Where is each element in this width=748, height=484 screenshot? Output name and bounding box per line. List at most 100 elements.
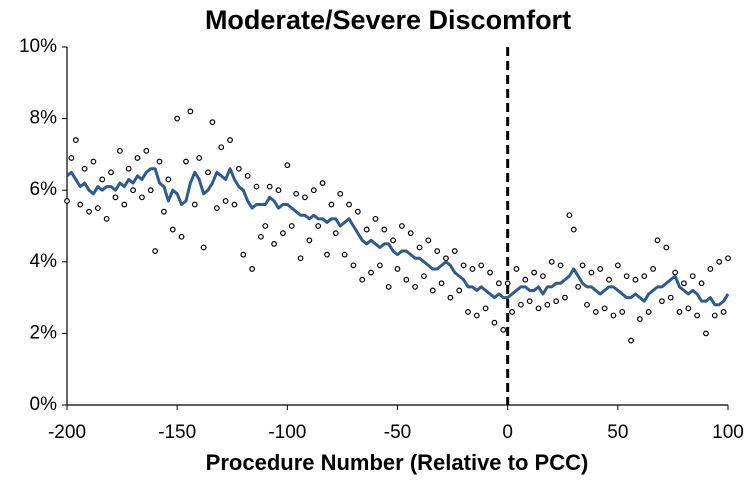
scatter-point <box>460 262 467 269</box>
x-tick-label: 100 <box>712 422 744 443</box>
scatter-point <box>654 237 661 244</box>
scatter-point <box>632 276 639 283</box>
scatter-point <box>183 158 189 165</box>
y-tick-label: 6% <box>30 179 58 200</box>
scatter-point <box>416 244 423 251</box>
scatter-point <box>266 183 273 190</box>
scatter-point <box>390 237 396 244</box>
scatter-point <box>469 266 476 272</box>
scatter-point <box>412 283 419 290</box>
scatter-point <box>711 312 718 319</box>
scatter-point <box>623 273 630 280</box>
scatter-point <box>319 180 326 186</box>
scatter-point <box>570 226 577 233</box>
scatter-point <box>244 172 251 179</box>
scatter-point <box>143 147 150 154</box>
scatter-point <box>381 226 388 233</box>
scatter-point <box>306 237 313 244</box>
scatter-point <box>293 190 300 197</box>
scatter-point <box>169 226 176 233</box>
scatter-point <box>103 215 110 222</box>
scatter-point <box>588 269 595 276</box>
scatter-point <box>557 262 564 269</box>
scatter-point <box>205 169 211 176</box>
scatter-point <box>156 158 163 165</box>
x-tick-label: 0 <box>502 422 513 443</box>
scatter-point <box>579 262 586 269</box>
scatter-point <box>482 305 489 312</box>
x-tick-label: -150 <box>158 422 196 443</box>
scatter-point <box>350 262 357 269</box>
scatter-point <box>526 298 533 305</box>
scatter-point <box>504 280 511 287</box>
scatter-point <box>606 276 612 283</box>
scatter-point <box>86 208 92 215</box>
scatter-point <box>725 255 731 262</box>
scatter-point <box>667 294 674 301</box>
scatter-point <box>610 312 617 319</box>
scatter-point <box>209 119 216 126</box>
scatter-point <box>438 280 445 287</box>
scatter-point <box>191 201 198 208</box>
scatter-point <box>399 223 405 229</box>
scatter-point <box>465 309 471 315</box>
scatter-point <box>407 230 414 237</box>
scatter-point <box>152 248 159 254</box>
scatter-point <box>663 244 670 251</box>
scatter-point <box>288 223 295 229</box>
scatter-point <box>495 280 502 287</box>
scatter-point <box>487 269 493 276</box>
scatter-point <box>196 155 203 161</box>
scatter-point <box>112 194 119 201</box>
scatter-point <box>421 273 427 280</box>
scatter-point <box>359 276 366 283</box>
scatter-point <box>676 309 683 315</box>
scatter-point <box>403 276 410 283</box>
scatter-point <box>636 316 643 322</box>
scatter-point <box>134 155 141 161</box>
scatter-point <box>90 158 97 165</box>
scatter-point <box>346 201 352 208</box>
scatter-point <box>544 301 551 308</box>
scatter-point <box>681 280 687 287</box>
scatter-point <box>698 280 705 287</box>
scatter-point <box>659 298 665 305</box>
scatter-point <box>645 309 652 315</box>
scatter-point <box>213 205 220 212</box>
scatter-point <box>222 198 229 204</box>
scatter-point <box>592 309 599 315</box>
scatter-point <box>165 176 172 183</box>
scatter-point <box>235 165 242 172</box>
scatter-point <box>473 312 480 319</box>
scatter-point <box>249 266 255 272</box>
scatter-point <box>368 269 374 276</box>
scatter-point <box>139 194 145 201</box>
scatter-point <box>297 255 304 262</box>
x-tick-label: 50 <box>607 422 628 443</box>
scatter-point <box>324 251 330 258</box>
scatter-point <box>253 183 260 190</box>
chart-title: Moderate/Severe Discomfort <box>205 5 571 35</box>
scatter-point <box>619 309 626 315</box>
scatter-point <box>341 251 348 258</box>
scatter-point <box>443 255 449 262</box>
scatter-point <box>328 201 335 208</box>
scatter-point <box>672 269 679 276</box>
scatter-point <box>200 244 207 251</box>
scatter-point <box>601 305 608 312</box>
scatter-point <box>517 301 524 308</box>
scatter-point <box>227 137 233 143</box>
y-tick-label: 8% <box>30 108 58 129</box>
scatter-point <box>562 294 568 301</box>
x-tick-label: -50 <box>384 422 411 443</box>
scatter-point <box>456 287 463 294</box>
scatter-point <box>522 276 529 283</box>
scatter-point <box>231 201 238 208</box>
x-axis-label: Procedure Number (Relative to PCC) <box>206 450 589 475</box>
scatter-point <box>72 137 79 143</box>
scatter-point <box>553 298 560 305</box>
scatter-point <box>77 201 84 208</box>
scatter-point <box>628 337 634 344</box>
scatter-point <box>271 240 278 247</box>
scatter-point <box>716 258 723 265</box>
